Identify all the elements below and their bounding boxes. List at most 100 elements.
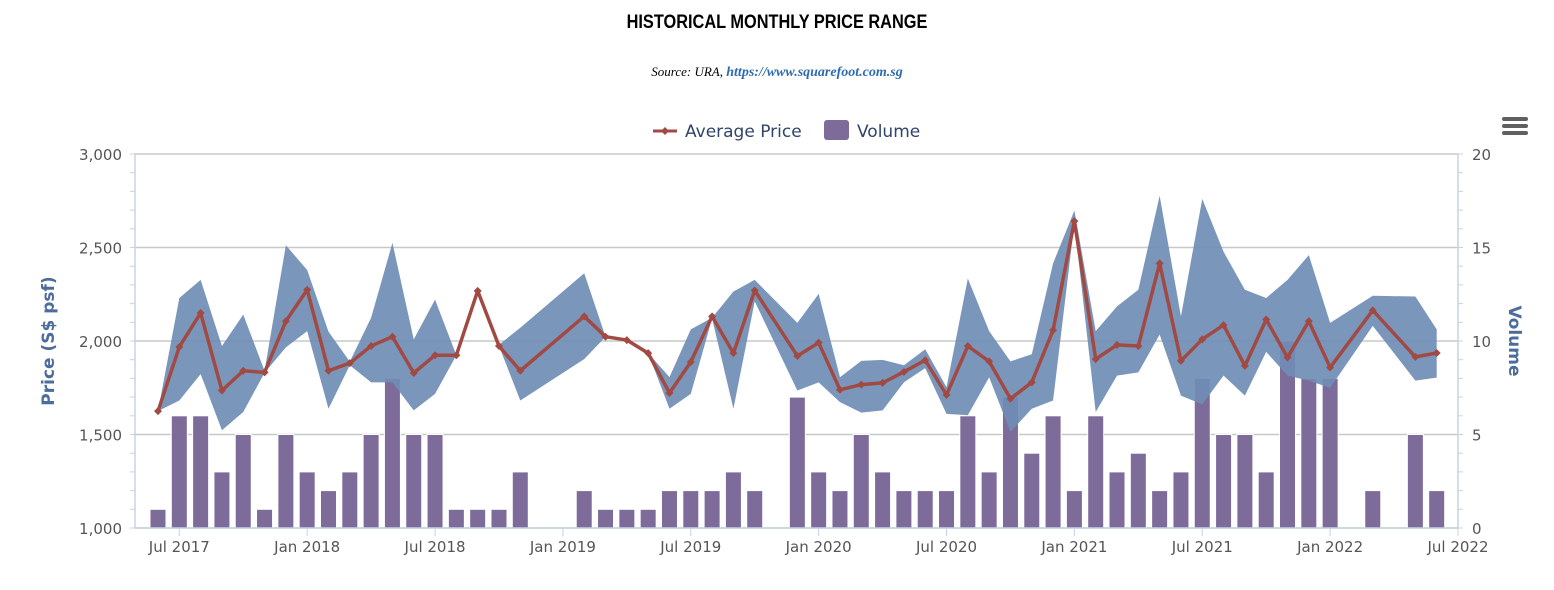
average-price-point[interactable] (175, 342, 184, 351)
average-price-point[interactable] (494, 342, 503, 351)
volume-bar[interactable] (1151, 490, 1169, 529)
average-price-point[interactable] (303, 285, 312, 294)
volume-bar[interactable] (1236, 434, 1254, 529)
average-price-point[interactable] (1113, 340, 1122, 349)
volume-bar[interactable] (1406, 434, 1424, 529)
average-price-point[interactable] (1219, 321, 1228, 330)
average-price-point[interactable] (793, 351, 802, 360)
volume-bar[interactable] (895, 490, 913, 529)
volume-bar[interactable] (341, 471, 359, 529)
average-price-point[interactable] (260, 368, 269, 377)
volume-bar[interactable] (319, 490, 337, 529)
average-price-point[interactable] (729, 349, 738, 358)
volume-bar[interactable] (511, 471, 529, 529)
volume-bar[interactable] (426, 434, 444, 529)
volume-bar[interactable] (383, 377, 401, 529)
volume-bar[interactable] (1321, 377, 1339, 529)
average-price-point[interactable] (921, 356, 930, 365)
average-price-point[interactable] (899, 367, 908, 376)
average-price-point[interactable] (580, 312, 589, 321)
average-price-point[interactable] (281, 317, 290, 326)
average-price-point[interactable] (1283, 353, 1292, 362)
volume-bar[interactable] (1257, 471, 1275, 529)
legend-average-price-label[interactable]: Average Price (685, 122, 802, 142)
volume-bar[interactable] (362, 434, 380, 529)
volume-bar[interactable] (874, 471, 892, 529)
volume-bar[interactable] (1300, 377, 1318, 529)
volume-bar[interactable] (980, 471, 998, 529)
average-price-point[interactable] (814, 338, 823, 347)
volume-bar[interactable] (788, 396, 806, 529)
volume-bar[interactable] (170, 415, 188, 529)
average-price-point[interactable] (367, 342, 376, 351)
average-price-point[interactable] (217, 386, 226, 395)
average-price-point[interactable] (239, 366, 248, 375)
average-price-point[interactable] (1240, 361, 1249, 370)
average-price-point[interactable] (622, 336, 631, 345)
volume-bar[interactable] (703, 490, 721, 529)
source-link[interactable]: https://www.squarefoot.com.sg (726, 65, 903, 80)
average-price-point[interactable] (878, 378, 887, 387)
average-price-point[interactable] (452, 351, 461, 360)
volume-bar[interactable] (724, 471, 742, 529)
average-price-point[interactable] (516, 366, 525, 375)
volume-bar[interactable] (1023, 452, 1041, 529)
volume-bar[interactable] (298, 471, 316, 529)
volume-bar[interactable] (405, 434, 423, 529)
volume-bar[interactable] (682, 490, 700, 529)
volume-bar[interactable] (192, 415, 210, 529)
volume-bar[interactable] (1065, 490, 1083, 529)
volume-bar[interactable] (660, 490, 678, 529)
average-price-point[interactable] (1326, 363, 1335, 372)
volume-bar[interactable] (149, 508, 167, 529)
volume-bar[interactable] (447, 508, 465, 529)
average-price-point[interactable] (644, 349, 653, 358)
average-price-point[interactable] (1049, 326, 1058, 335)
volume-bar[interactable] (852, 434, 870, 529)
volume-bar[interactable] (575, 490, 593, 529)
average-price-point[interactable] (963, 342, 972, 351)
average-price-point[interactable] (1411, 352, 1420, 361)
volume-bar[interactable] (810, 471, 828, 529)
average-price-point[interactable] (1155, 259, 1164, 268)
average-price-point[interactable] (431, 351, 440, 360)
volume-bar[interactable] (959, 415, 977, 529)
average-price-point[interactable] (388, 332, 397, 341)
average-price-point[interactable] (750, 286, 759, 295)
volume-bar[interactable] (1044, 415, 1062, 529)
volume-bar[interactable] (1428, 490, 1446, 529)
average-price-point[interactable] (1304, 317, 1313, 326)
volume-bar[interactable] (277, 434, 295, 529)
average-price-point[interactable] (835, 385, 844, 394)
volume-bar[interactable] (618, 508, 636, 529)
legend-volume-label[interactable]: Volume (857, 122, 920, 142)
average-price-point[interactable] (1027, 378, 1036, 387)
average-price-point[interactable] (473, 286, 482, 295)
volume-bar[interactable] (938, 490, 956, 529)
hamburger-menu-icon[interactable] (1500, 114, 1530, 140)
volume-bar[interactable] (916, 490, 934, 529)
average-price-point[interactable] (1432, 348, 1441, 357)
average-price-point[interactable] (857, 380, 866, 389)
average-price-point[interactable] (1198, 335, 1207, 344)
volume-bar[interactable] (639, 508, 657, 529)
volume-bar[interactable] (1172, 471, 1190, 529)
average-price-point[interactable] (686, 357, 695, 366)
volume-bar[interactable] (746, 490, 764, 529)
average-price-point[interactable] (196, 308, 205, 317)
average-price-point[interactable] (942, 390, 951, 399)
average-price-point[interactable] (1262, 315, 1271, 324)
average-price-point[interactable] (1368, 306, 1377, 315)
average-price-point[interactable] (1134, 342, 1143, 351)
average-price-point[interactable] (1006, 394, 1015, 403)
volume-bar[interactable] (256, 508, 274, 529)
average-price-point[interactable] (154, 407, 162, 416)
average-price-point[interactable] (665, 388, 674, 397)
volume-bar[interactable] (831, 490, 849, 529)
volume-bar[interactable] (1129, 452, 1147, 529)
average-price-point[interactable] (985, 357, 994, 366)
volume-bar[interactable] (490, 508, 508, 529)
average-price-point[interactable] (708, 312, 717, 321)
volume-bar[interactable] (213, 471, 231, 529)
volume-bar[interactable] (469, 508, 487, 529)
